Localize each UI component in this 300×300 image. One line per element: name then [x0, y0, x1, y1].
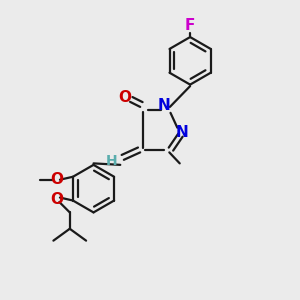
Text: N: N — [176, 125, 188, 140]
Text: O: O — [50, 192, 63, 207]
Text: F: F — [185, 18, 195, 33]
Text: O: O — [118, 90, 131, 105]
Text: O: O — [50, 172, 63, 187]
Text: N: N — [158, 98, 171, 113]
Text: H: H — [106, 154, 117, 168]
